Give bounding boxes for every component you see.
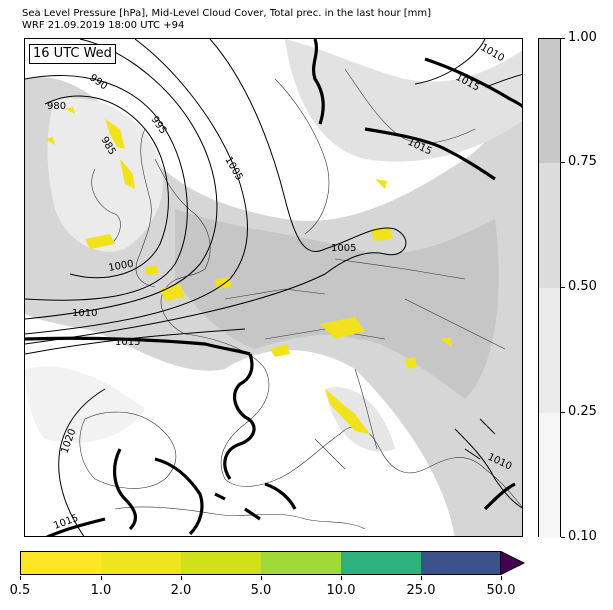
cloud-cover-tick-label: 0.25 (568, 404, 597, 419)
cloud-cover-colorbar (538, 38, 561, 538)
precipitation-colorbar (20, 551, 526, 577)
precip-tick-label: 10.0 (326, 583, 356, 598)
cloud-cover-swatch (539, 413, 560, 538)
isobar-1015 (25, 39, 522, 536)
cloud-cover-tick-label: 0.75 (568, 154, 597, 169)
isobar-label: 1005 (331, 243, 356, 254)
isobar-label: 980 (47, 101, 66, 112)
isobar-label: 1010 (72, 308, 97, 319)
precip-tick-label: 5.0 (250, 583, 272, 598)
isobars (25, 39, 522, 536)
precip-tick-label: 25.0 (406, 583, 436, 598)
map-title: Sea Level Pressure [hPa], Mid-Level Clou… (22, 8, 432, 19)
time-label: 16 UTC Wed (29, 44, 116, 64)
cloud-cover-swatch (539, 288, 560, 413)
isobar-label: 1015 (115, 337, 140, 348)
isobar-label: 990 (87, 72, 109, 92)
cloud-cover-layer (25, 39, 522, 536)
precip-tick-label: 0.5 (9, 583, 31, 598)
isobar-label: 1000 (108, 259, 135, 274)
isobar-label: 1010 (479, 42, 507, 64)
precip-swatch (20, 551, 101, 575)
isobar-label: 1005 (222, 155, 244, 183)
cloud-cover-tick-label: 0.50 (568, 279, 597, 294)
map-subtitle: WRF 21.09.2019 18:00 UTC +94 (22, 20, 185, 31)
precip-tick-label: 1.0 (90, 583, 112, 598)
precip-swatch (261, 551, 341, 575)
precip-tick-label: 50.0 (486, 583, 516, 598)
precipitation-layer (45, 107, 452, 434)
precip-extend-arrow (500, 551, 526, 575)
precip-swatch (181, 551, 261, 575)
precip-swatch (421, 551, 501, 575)
cloud-cover-swatch (539, 39, 560, 163)
cloud-cover-swatch (539, 163, 560, 288)
cloud-cover-tick-label: 0.10 (568, 529, 597, 544)
cloud-cover-tick-label: 1.00 (568, 30, 597, 45)
isobar-label: 995 (149, 114, 169, 136)
precip-swatch (341, 551, 421, 575)
precip-tick-label: 2.0 (170, 583, 192, 598)
precip-swatch (101, 551, 181, 575)
weather-map: 980 985 990 995 1000 1005 1005 1010 1010… (24, 38, 523, 537)
